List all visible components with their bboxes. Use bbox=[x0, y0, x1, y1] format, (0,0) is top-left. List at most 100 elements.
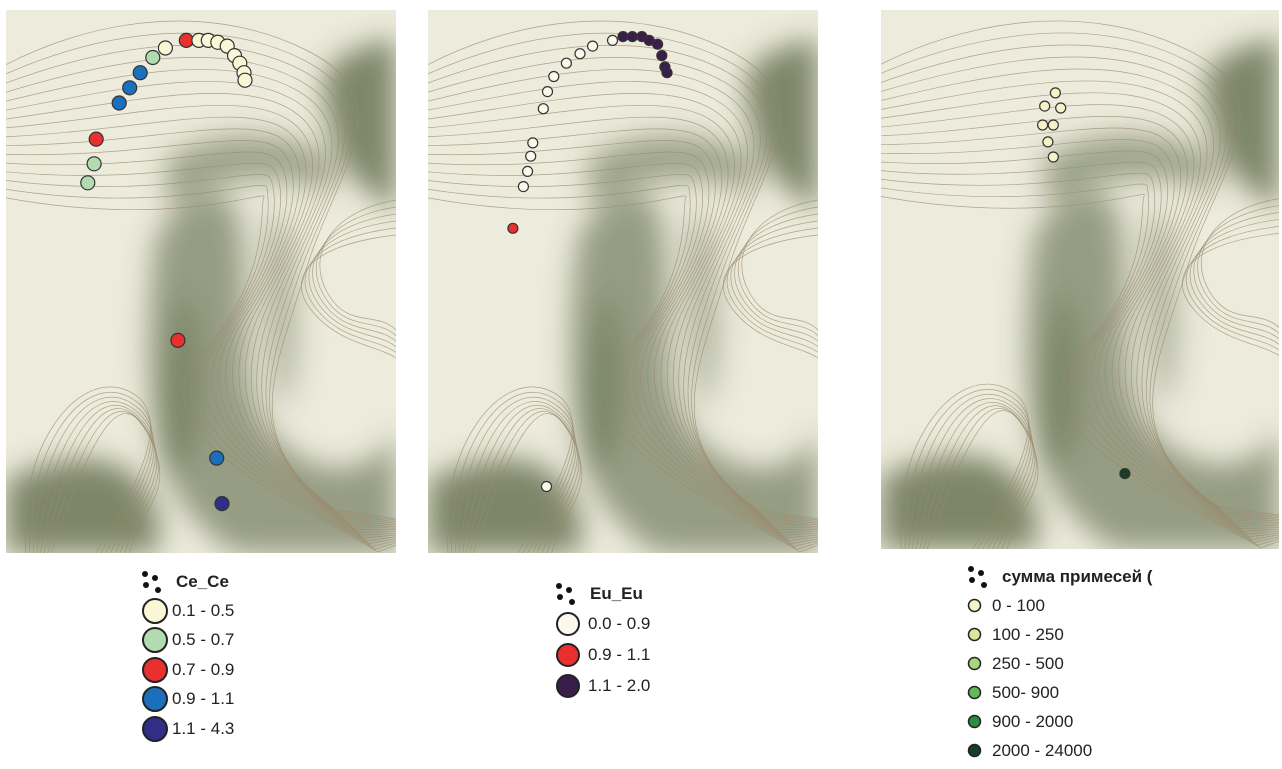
sample-point bbox=[661, 67, 673, 79]
terrain-layer bbox=[881, 10, 1279, 549]
point-layer-icon bbox=[142, 571, 161, 593]
map-ce-svg bbox=[6, 10, 396, 553]
sample-point bbox=[122, 80, 138, 96]
sample-point bbox=[209, 450, 225, 466]
legend-title: сумма примесей ( bbox=[1002, 567, 1153, 586]
sample-points-layer bbox=[1037, 87, 1131, 480]
legend-title: Eu_Eu bbox=[590, 584, 643, 603]
terrain-layer bbox=[428, 10, 818, 553]
sample-point bbox=[1049, 87, 1061, 99]
legend-label: 0 - 100 bbox=[992, 595, 1045, 615]
sample-point bbox=[507, 222, 519, 234]
legend-label: 500- 900 bbox=[992, 682, 1060, 702]
legend-label: 0.5 - 0.7 bbox=[172, 630, 235, 650]
legend-symbol-icon bbox=[967, 627, 982, 642]
sample-point bbox=[111, 95, 127, 111]
contour-layer bbox=[428, 20, 818, 553]
sample-point bbox=[178, 32, 194, 48]
legend-item: 500- 900 bbox=[966, 678, 1152, 707]
sample-point bbox=[132, 65, 148, 81]
legend-title: Ce_Ce bbox=[176, 572, 229, 591]
legend-header: сумма примесей ( bbox=[966, 563, 1152, 591]
legend-label: 900 - 2000 bbox=[992, 711, 1074, 731]
sample-point bbox=[527, 137, 539, 149]
legend-item: 250 - 500 bbox=[966, 649, 1152, 678]
map-sum-svg bbox=[881, 10, 1279, 549]
sample-point bbox=[521, 165, 534, 177]
sample-point bbox=[540, 480, 553, 493]
legend-header: Ce_Ce bbox=[140, 568, 234, 596]
sample-point bbox=[626, 31, 638, 43]
sample-point bbox=[1055, 102, 1067, 114]
sample-point bbox=[574, 48, 586, 60]
sample-point bbox=[237, 72, 253, 88]
legend-symbol-icon bbox=[967, 656, 982, 671]
legend-symbol-icon bbox=[142, 686, 168, 713]
sample-point bbox=[88, 131, 104, 147]
legend-item: 1.1 - 4.3 bbox=[140, 714, 234, 744]
terrain-layer bbox=[6, 10, 396, 553]
point-layer-icon bbox=[556, 583, 575, 605]
map-sum bbox=[881, 10, 1279, 549]
legend-item: 1.1 - 2.0 bbox=[554, 670, 650, 701]
sample-point bbox=[1039, 100, 1051, 112]
sample-point bbox=[170, 332, 186, 348]
legend-rows: 0 - 100 100 - 250 250 - 500 500- 900 900 - 2… bbox=[966, 591, 1152, 765]
sample-point bbox=[1037, 119, 1049, 131]
legend-item: 100 - 250 bbox=[966, 620, 1152, 649]
legend-symbol-icon bbox=[967, 685, 982, 700]
legend-label: 0.1 - 0.5 bbox=[172, 600, 235, 620]
legend-symbol-icon bbox=[142, 597, 168, 624]
legend-rows: 0.0 - 0.9 0.9 - 1.1 1.1 - 2.0 bbox=[554, 608, 650, 701]
sample-point bbox=[214, 496, 230, 512]
legend-label: 2000 - 24000 bbox=[992, 740, 1093, 760]
sample-point bbox=[1119, 468, 1131, 480]
sample-points-layer bbox=[80, 32, 253, 512]
sample-point bbox=[656, 49, 668, 62]
sample-point bbox=[1047, 119, 1059, 131]
legend-symbol-icon bbox=[142, 715, 168, 742]
legend-item: 0.7 - 0.9 bbox=[140, 655, 234, 685]
sample-point bbox=[560, 57, 572, 69]
legend-label: 0.9 - 1.1 bbox=[588, 644, 651, 664]
legend-eu: Eu_Eu 0.0 - 0.9 0.9 - 1.1 1.1 - 2.0 bbox=[554, 580, 650, 701]
sample-point bbox=[157, 40, 173, 56]
sample-point bbox=[587, 40, 599, 52]
legend-item: 0.9 - 1.1 bbox=[554, 639, 650, 670]
legend-header: Eu_Eu bbox=[554, 580, 650, 608]
legend-label: 1.1 - 4.3 bbox=[172, 718, 235, 738]
legend-label: 0.0 - 0.9 bbox=[588, 613, 651, 633]
sample-point bbox=[80, 175, 96, 191]
legend-symbol-icon bbox=[142, 627, 168, 654]
contour-layer bbox=[6, 20, 396, 553]
sample-point bbox=[617, 31, 629, 43]
legend-item: 0.5 - 0.7 bbox=[140, 626, 234, 656]
sample-point bbox=[652, 38, 664, 50]
legend-label: 250 - 500 bbox=[992, 653, 1064, 673]
legend-item: 900 - 2000 bbox=[966, 707, 1152, 736]
legend-item: 0 - 100 bbox=[966, 591, 1152, 620]
legend-item: 0.0 - 0.9 bbox=[554, 608, 650, 639]
map-eu bbox=[428, 10, 818, 553]
sample-point bbox=[86, 156, 102, 172]
sample-points-layer bbox=[507, 31, 673, 493]
sample-point bbox=[517, 181, 530, 193]
legend-sum: сумма примесей ( 0 - 100 100 - 250 250 - 5… bbox=[966, 563, 1152, 765]
sample-point bbox=[145, 49, 161, 66]
legend-symbol-icon bbox=[967, 714, 982, 729]
map-eu-svg bbox=[428, 10, 818, 553]
legend-symbol-icon bbox=[142, 656, 168, 683]
legend-item: 2000 - 24000 bbox=[966, 736, 1152, 765]
sample-point bbox=[1042, 136, 1054, 148]
contour-layer bbox=[881, 20, 1279, 549]
legend-label: 1.1 - 2.0 bbox=[588, 675, 651, 695]
legend-symbol-icon bbox=[556, 611, 580, 636]
legend-symbol-icon bbox=[967, 743, 982, 758]
sample-point bbox=[525, 150, 537, 162]
point-layer-icon bbox=[968, 566, 987, 588]
legend-symbol-icon bbox=[556, 642, 580, 667]
legend-label: 0.7 - 0.9 bbox=[172, 659, 235, 679]
legend-item: 0.9 - 1.1 bbox=[140, 685, 234, 715]
sample-point bbox=[548, 70, 560, 83]
sample-point bbox=[541, 85, 554, 98]
